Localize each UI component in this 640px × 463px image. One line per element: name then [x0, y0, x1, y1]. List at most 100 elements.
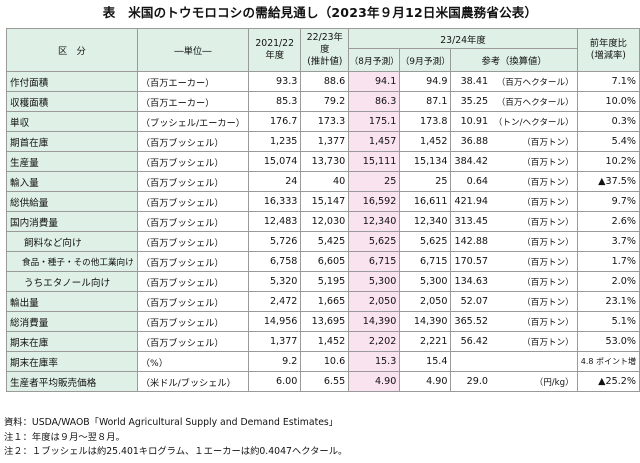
reference-unit: （百万トン） [490, 251, 578, 272]
row-label: 期末在庫 [6, 331, 138, 352]
value-aug-forecast: 15,111 [348, 151, 401, 172]
note-2: 注２：１ブッシェルは約25.401キログラム、１エーカーは約0.4047ヘクター… [4, 446, 348, 458]
value-sep-forecast: 6,715 [399, 251, 452, 272]
value-2021-22: 15,074 [247, 151, 302, 172]
value-sep-forecast: 173.8 [399, 111, 452, 132]
reference-unit: （百万ヘクタール） [490, 91, 578, 112]
value-2021-22: 5,320 [247, 271, 302, 292]
reference-value: 365.52 [450, 311, 491, 332]
value-sep-forecast: 15.4 [399, 351, 452, 372]
value-2021-22: 6,758 [247, 251, 302, 272]
table-row: 単収 （ブッシェル/エーカー） 176.7 173.3 175.1 173.8 10.91 （… [6, 111, 640, 132]
reference-value: 142.88 [450, 231, 491, 252]
row-label: 作付面積 [6, 71, 138, 92]
table-row: 作付面積 （百万エーカー） 93.3 88.6 94.1 94.9 38.41 （百万ヘクター… [6, 71, 640, 92]
reference-value: 421.94 [450, 191, 491, 212]
row-label: 食品・種子・その他工業向け [6, 251, 138, 272]
value-2022-23: 88.6 [300, 71, 350, 92]
note-source: 資料：USDA/WAOB「World Agricultural Supply a… [4, 417, 339, 428]
table-row: 総供給量 （百万ブッシェル） 16,333 15,147 16,592 16,611 421… [6, 191, 640, 212]
value-sep-forecast: 2,221 [399, 331, 452, 352]
value-2021-22: 16,333 [247, 191, 302, 212]
value-2022-23: 5,425 [300, 231, 350, 252]
header-sep: （9月予測） [399, 48, 452, 72]
header-ref: 参考（換算値） [450, 48, 578, 72]
value-sep-forecast: 16,611 [399, 191, 452, 212]
yoy-change: 23.1% [576, 291, 640, 312]
row-unit: （百万ブッシェル） [136, 331, 250, 352]
yoy-change: 2.0% [576, 271, 640, 292]
row-label: 期末在庫率 [6, 351, 138, 372]
value-2021-22: 6.00 [247, 371, 302, 392]
row-unit: （%） [136, 351, 250, 372]
value-2021-22: 2,472 [247, 291, 302, 312]
value-sep-forecast: 2,050 [399, 291, 452, 312]
value-2022-23: 5,195 [300, 271, 350, 292]
reference-unit: （百万トン） [490, 271, 578, 292]
row-unit: （百万ブッシェル） [136, 151, 250, 172]
reference-unit: （百万トン） [490, 151, 578, 172]
supply-demand-table: 区 分 ―単位― 2021/22 年度 22/23年度 (推計値) 23/24年… [6, 28, 640, 392]
value-2021-22: 14,956 [247, 311, 302, 332]
yoy-change: 4.8 ポイント増 [576, 351, 640, 372]
header-aug: （8月予測） [348, 48, 401, 72]
reference-value: 313.45 [450, 211, 491, 232]
row-label: 飼料など向け [6, 231, 138, 252]
value-2021-22: 9.2 [247, 351, 302, 372]
reference-value: 170.57 [450, 251, 491, 272]
row-unit: （百万エーカー） [136, 91, 250, 112]
reference-unit: （百万トン） [490, 191, 578, 212]
table-title: 表 米国のトウモロコシの需給見通し（2023年９月12日米国農務省公表） [102, 5, 538, 20]
row-label: 生産者平均販売価格 [6, 371, 138, 392]
value-aug-forecast: 5,625 [348, 231, 401, 252]
yoy-change: 7.1% [576, 71, 640, 92]
row-label: 期首在庫 [6, 131, 138, 152]
table-row: 生産量 （百万ブッシェル） 15,074 13,730 15,111 15,134 384.… [6, 151, 640, 172]
value-aug-forecast: 175.1 [348, 111, 401, 132]
reference-unit: （百万ヘクタール） [490, 71, 578, 92]
reference-unit [490, 351, 578, 372]
row-label: 輸出量 [6, 291, 138, 312]
reference-unit: （円/kg） [490, 371, 578, 392]
table-row: 飼料など向け （百万ブッシェル） 5,726 5,425 5,625 5,625 142.8… [6, 231, 640, 252]
yoy-change: 0.3% [576, 111, 640, 132]
value-aug-forecast: 12,340 [348, 211, 401, 232]
header-2023-24: 23/24年度 [348, 28, 578, 49]
value-2021-22: 12,483 [247, 211, 302, 232]
row-unit: （百万ブッシェル） [136, 291, 250, 312]
notes: 資料：USDA/WAOB「World Agricultural Supply a… [4, 416, 347, 460]
value-2021-22: 176.7 [247, 111, 302, 132]
row-label: 輸入量 [6, 171, 138, 192]
table-row: 期末在庫 （百万ブッシェル） 1,377 1,452 2,202 2,221 56.42 （百… [6, 331, 640, 352]
table-row: 収穫面積 （百万エーカー） 85.3 79.2 86.3 87.1 35.25 （百万ヘクター… [6, 91, 640, 112]
value-sep-forecast: 5,625 [399, 231, 452, 252]
value-2022-23: 1,665 [300, 291, 350, 312]
table-row: 国内消費量 （百万ブッシェル） 12,483 12,030 12,340 12,340 31… [6, 211, 640, 232]
value-2022-23: 10.6 [300, 351, 350, 372]
value-aug-forecast: 4.90 [348, 371, 401, 392]
value-sep-forecast: 4.90 [399, 371, 452, 392]
row-unit: （百万ブッシェル） [136, 171, 250, 192]
value-2022-23: 13,730 [300, 151, 350, 172]
reference-value: 0.64 [450, 171, 491, 192]
yoy-change: 1.7% [576, 251, 640, 272]
value-aug-forecast: 86.3 [348, 91, 401, 112]
yoy-change: 3.7% [576, 231, 640, 252]
reference-unit: （百万トン） [490, 311, 578, 332]
yoy-change: 5.1% [576, 311, 640, 332]
reference-unit: （百万トン） [490, 211, 578, 232]
table-row: 輸入量 （百万ブッシェル） 24 40 25 25 0.64 （百万トン） ▲37.5% [6, 171, 640, 192]
row-unit: （米ドル/ブッシェル） [136, 371, 250, 392]
row-label: 国内消費量 [6, 211, 138, 232]
note-1: 注１：年度は９月～翌８月。 [4, 431, 125, 443]
value-sep-forecast: 12,340 [399, 211, 452, 232]
reference-value: 29.0 [450, 371, 491, 392]
value-aug-forecast: 14,390 [348, 311, 401, 332]
value-2022-23: 15,147 [300, 191, 350, 212]
yoy-change: ▲37.5% [576, 171, 640, 192]
row-unit: （百万ブッシェル） [136, 251, 250, 272]
value-aug-forecast: 5,300 [348, 271, 401, 292]
row-unit: （ブッシェル/エーカー） [136, 111, 250, 132]
reference-value: 52.07 [450, 291, 491, 312]
yoy-change: 5.4% [576, 131, 640, 152]
